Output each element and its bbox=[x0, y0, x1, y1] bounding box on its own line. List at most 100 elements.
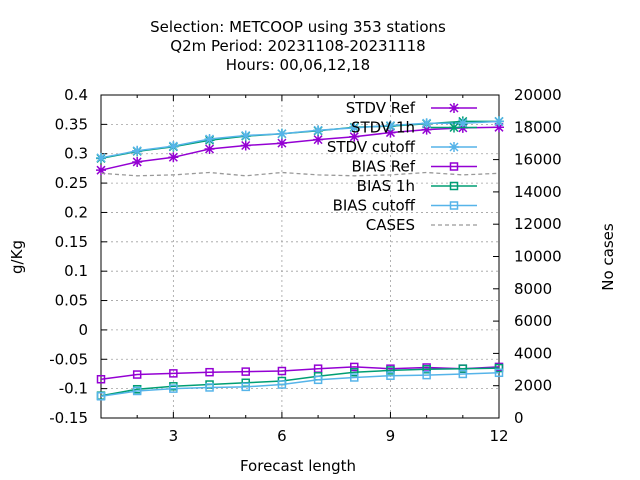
data-point-bias-cutoff bbox=[132, 386, 142, 396]
legend-marker-stdv-ref bbox=[449, 103, 459, 113]
data-point-bias-cutoff bbox=[386, 371, 395, 380]
legend-marker-bias-1h bbox=[449, 181, 459, 191]
y2-tick-label: 10000 bbox=[514, 248, 562, 266]
data-point-stdv-ref bbox=[349, 131, 360, 142]
legend-label-stdv-cutoff: STDV cutoff bbox=[327, 138, 416, 156]
y-axis-label: g/Kg bbox=[8, 240, 26, 274]
series-line-bias-1h bbox=[100, 367, 500, 397]
x-axis-label: Forecast length bbox=[240, 457, 356, 475]
y2-tick-label: 2000 bbox=[514, 377, 552, 395]
y2-tick-label: 4000 bbox=[514, 344, 552, 362]
data-point-stdv-cutoff bbox=[240, 130, 251, 141]
y-tick-label: 0.1 bbox=[64, 262, 88, 280]
legend-label-cases: CASES bbox=[366, 216, 415, 234]
chart-title-line2: Q2m Period: 20231108-20231118 bbox=[170, 37, 425, 55]
data-point-stdv-ref bbox=[96, 165, 106, 176]
legend-label-bias-cutoff: BIAS cutoff bbox=[333, 197, 416, 215]
legend-marker-bias-ref bbox=[449, 162, 459, 171]
legend-item-stdv-cutoff: STDV cutoff bbox=[327, 138, 477, 156]
data-point-stdv-cutoff bbox=[421, 118, 432, 129]
data-point-stdv-ref bbox=[494, 122, 504, 133]
chart-title-line3: Hours: 00,06,12,18 bbox=[226, 56, 370, 74]
legend-label-stdv-1h: STDV 1h bbox=[351, 119, 415, 137]
legend-item-bias-cutoff: BIAS cutoff bbox=[333, 197, 477, 215]
data-point-stdv-ref bbox=[276, 138, 287, 149]
data-point-bias-ref bbox=[277, 366, 287, 376]
data-point-stdv-cutoff bbox=[385, 120, 396, 131]
x-tick-label: 3 bbox=[169, 427, 179, 445]
data-point-bias-cutoff bbox=[241, 382, 250, 392]
data-point-stdv-ref bbox=[240, 140, 251, 151]
data-point-stdv-cutoff bbox=[313, 125, 324, 136]
series-line-stdv-ref bbox=[100, 126, 500, 171]
x-tick-label: 9 bbox=[386, 427, 396, 445]
legend-marker-bias-cutoff bbox=[449, 201, 459, 210]
data-point-stdv-ref bbox=[385, 127, 396, 138]
data-point-bias-ref bbox=[132, 370, 142, 379]
data-point-stdv-cutoff bbox=[276, 128, 287, 139]
data-point-stdv-cutoff bbox=[457, 118, 468, 129]
data-point-stdv-cutoff bbox=[168, 141, 179, 152]
legend-marker-stdv-1h bbox=[449, 122, 459, 133]
data-point-bias-1h bbox=[350, 367, 359, 377]
chart-title-line1: Selection: METCOOP using 353 stations bbox=[150, 18, 446, 36]
data-point-bias-cutoff bbox=[350, 373, 359, 382]
data-point-bias-cutoff bbox=[169, 384, 178, 393]
legend-label-bias-ref: BIAS Ref bbox=[351, 158, 415, 176]
data-point-bias-cutoff bbox=[494, 368, 504, 378]
data-point-bias-cutoff bbox=[313, 375, 323, 385]
data-point-bias-1h bbox=[494, 363, 504, 373]
data-point-bias-cutoff bbox=[277, 380, 287, 389]
series-cases bbox=[100, 171, 500, 177]
x-tick-label: 12 bbox=[489, 427, 508, 445]
legend-label-bias-1h: BIAS 1h bbox=[357, 177, 415, 195]
data-point-stdv-cutoff bbox=[494, 116, 504, 127]
y2-tick-label: 20000 bbox=[514, 86, 562, 104]
y2-axis-label: No cases bbox=[599, 223, 617, 291]
y-tick-label: -0.05 bbox=[49, 350, 88, 368]
y-tick-label: 0.35 bbox=[55, 115, 88, 133]
legend-item-bias-ref: BIAS Ref bbox=[351, 158, 477, 176]
data-point-stdv-cutoff bbox=[132, 145, 143, 156]
data-point-bias-cutoff bbox=[422, 370, 431, 380]
data-point-bias-ref bbox=[96, 374, 106, 384]
y2-tick-label: 0 bbox=[514, 409, 524, 427]
series-line-bias-ref bbox=[100, 366, 500, 380]
y-tick-label: 0.2 bbox=[64, 203, 88, 221]
y-tick-label: 0.3 bbox=[64, 145, 88, 163]
data-point-stdv-ref bbox=[421, 124, 432, 135]
legend-item-bias-1h: BIAS 1h bbox=[357, 177, 477, 195]
series-stdv-cutoff bbox=[96, 116, 504, 163]
legend-item-stdv-1h: STDV 1h bbox=[351, 119, 477, 137]
y-tick-label: 0.15 bbox=[55, 233, 88, 251]
data-point-bias-1h bbox=[458, 364, 468, 373]
x-tick-label: 6 bbox=[277, 427, 287, 445]
y2-tick-label: 18000 bbox=[514, 118, 562, 136]
data-point-bias-cutoff bbox=[96, 392, 106, 401]
y2-tick-label: 14000 bbox=[514, 183, 562, 201]
y-tick-label: 0.05 bbox=[55, 292, 88, 310]
data-point-stdv-cutoff bbox=[349, 122, 360, 133]
y-tick-label: 0 bbox=[78, 321, 88, 339]
y-tick-label: 0.4 bbox=[64, 86, 88, 104]
data-point-bias-ref bbox=[350, 362, 359, 372]
legend-item-cases: CASES bbox=[366, 216, 477, 234]
data-point-stdv-ref bbox=[204, 144, 215, 155]
y-tick-label: -0.15 bbox=[49, 409, 88, 427]
data-point-stdv-ref bbox=[313, 134, 324, 145]
y2-tick-label: 8000 bbox=[514, 280, 552, 298]
data-point-bias-cutoff bbox=[205, 383, 214, 392]
y-tick-label: 0.25 bbox=[55, 174, 88, 192]
y2-tick-label: 12000 bbox=[514, 215, 562, 233]
y2-tick-label: 16000 bbox=[514, 151, 562, 169]
data-point-stdv-ref bbox=[168, 152, 179, 163]
y-tick-label: -0.1 bbox=[59, 380, 88, 398]
data-point-bias-1h bbox=[386, 366, 395, 375]
data-point-bias-ref bbox=[241, 367, 250, 376]
y2-tick-label: 6000 bbox=[514, 312, 552, 330]
legend-marker-stdv-cutoff bbox=[449, 142, 459, 152]
legend-label-stdv-ref: STDV Ref bbox=[346, 99, 416, 117]
series-line-bias-cutoff bbox=[100, 372, 500, 398]
